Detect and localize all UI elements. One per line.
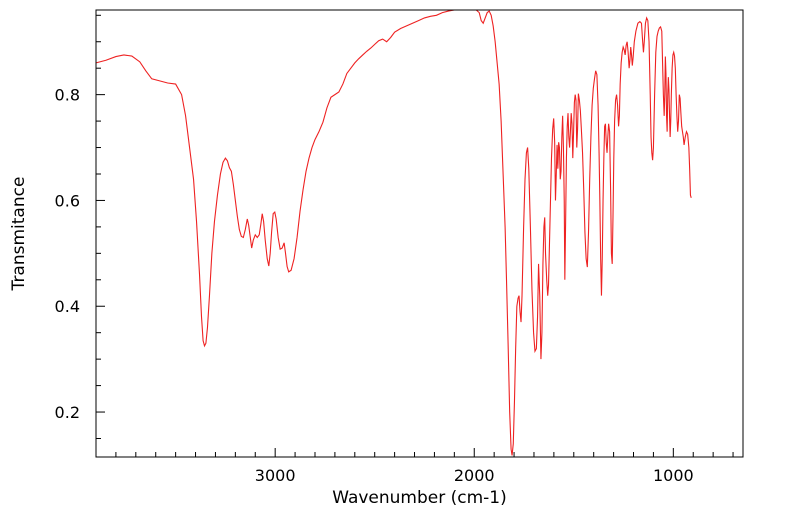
y-tick-label: 0.4	[55, 297, 80, 316]
plot-frame	[95, 9, 744, 458]
y-axis-label: Transmitance	[9, 177, 29, 292]
tick-labels: 3000 2000 1000 0.2 0.4 0.6 0.8	[55, 86, 694, 485]
series-line-ir-spectrum	[95, 9, 692, 456]
x-tick-label: 3000	[255, 466, 296, 485]
axis-ticks	[96, 14, 734, 457]
x-tick-label: 2000	[454, 466, 495, 485]
y-tick-label: 0.2	[55, 403, 80, 422]
y-tick-label: 0.6	[55, 191, 80, 210]
x-tick-label: 1000	[653, 466, 694, 485]
x-axis-label: Wavenumber (cm-1)	[332, 488, 507, 508]
y-tick-label: 0.8	[55, 86, 80, 105]
